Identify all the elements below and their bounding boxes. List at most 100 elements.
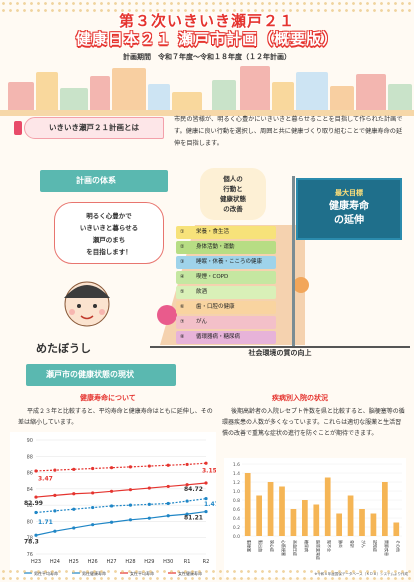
data-point [204, 461, 208, 465]
dot-border-top [0, 0, 414, 14]
core-box: 個人の 行動と 健康状態 の改善 [200, 168, 266, 220]
plan-item-number: ⑧ [180, 334, 185, 340]
gap-label: 3.47 [38, 476, 53, 483]
data-point [185, 512, 189, 516]
plan-item: ④ 喫煙・COPD [176, 271, 276, 284]
plan-item-label: 睡眠・休養・こころの健康 [196, 259, 263, 265]
title-line2: 健康日本２１ 瀬戸市計画（概要版） [75, 30, 339, 48]
x-tick-label: 認知症 [372, 540, 378, 552]
x-tick-label: H27 [106, 559, 116, 565]
bar [393, 522, 400, 536]
data-point [185, 462, 189, 467]
plan-item-number: ① [180, 229, 185, 235]
data-point [34, 533, 38, 537]
gap-label: 1.71 [38, 519, 53, 526]
x-tick-label: 脳梗塞 [247, 540, 253, 552]
dot-border-bottom [0, 568, 414, 582]
data-point [166, 463, 170, 467]
data-point [53, 493, 57, 497]
flag-pole [292, 176, 295, 346]
x-tick-label: H26 [88, 559, 98, 565]
data-point [204, 497, 208, 501]
base-label: 社会環境の質の向上 [248, 349, 312, 357]
data-point [72, 492, 76, 496]
x-tick-label: 心筋梗塞 [281, 540, 287, 556]
data-point [166, 514, 170, 518]
plan-item-label: 身体活動・運動 [196, 244, 235, 250]
y-tick-label: 0.8 [233, 498, 240, 504]
x-tick-label: 関節疾患 [384, 540, 390, 556]
disease-title: 疾病別入院の状況 [272, 394, 328, 402]
speech-bubble: 明るく心豊かで いきいきと暮らせる 瀬戸のまち を目指します！ [54, 202, 164, 264]
plan-item-label: 飲酒 [196, 289, 208, 295]
bar [290, 509, 297, 536]
x-tick-label: その他 [395, 540, 401, 552]
x-tick-label: がん [361, 540, 367, 548]
x-tick-label: R2 [203, 559, 210, 565]
y-tick-label: 0.2 [233, 525, 240, 531]
bar [244, 473, 251, 536]
data-point [34, 469, 38, 473]
plan-item: ⑤ 飲酒 [176, 286, 276, 299]
label-marker [14, 121, 22, 135]
bar [256, 495, 262, 536]
plan-item: ② 身体活動・運動 [176, 241, 276, 254]
data-point [128, 465, 133, 469]
y-tick-label: 86 [27, 471, 33, 477]
data-point [185, 499, 189, 503]
plan-item-label: がん [196, 319, 208, 325]
x-tick-label: 肺炎 [338, 540, 344, 548]
x-tick-label: H25 [69, 559, 79, 565]
title-line1: 第３次いきいき瀬戸２１ [118, 12, 295, 30]
plan-item-label: 栄養・食生活 [196, 229, 230, 235]
plan-item: ⑧ 循環器病・糖尿病 [176, 331, 276, 344]
value-label: 82.99 [24, 500, 43, 507]
y-tick-label: 0.6 [233, 507, 240, 513]
data-point [166, 501, 170, 506]
gap-label: 3.15 [202, 468, 216, 475]
data-point [109, 489, 114, 493]
goal-small-label: 最大目標 [335, 189, 363, 197]
y-tick-label: 76 [27, 552, 33, 558]
data-point [166, 484, 170, 489]
data-point [53, 468, 57, 472]
y-tick-label: 88 [27, 454, 33, 460]
data-point [34, 510, 38, 515]
data-point [91, 505, 95, 510]
y-tick-label: 84 [27, 487, 33, 493]
cityscape-illustration [0, 64, 414, 112]
bar [302, 500, 308, 536]
mascot-name: めたぼうし [36, 342, 91, 355]
plan-item-number: ⑤ [180, 289, 185, 295]
x-tick-label: H24 [50, 559, 60, 565]
life-expectancy-chart: 76 78 80 82 84 86 88 90 H23 H24 H25 H26 H27 H28 H29 H30… [10, 432, 216, 580]
intro-text: 市民の皆様が、明るく心豊かにいきいきと暮らせることを目指して作られた計画です。健… [174, 116, 403, 147]
plan-diagram [157, 225, 309, 345]
data-point [147, 516, 151, 520]
mascot-illustration [64, 281, 110, 327]
x-tick-label: H23 [31, 559, 41, 565]
y-tick-label: 1.6 [233, 462, 240, 468]
x-tick-label: 高血圧症 [292, 540, 298, 556]
data-point [185, 483, 189, 487]
x-tick-label: H29 [144, 559, 154, 565]
plan-item-list: ① 栄養・食生活 ② 身体活動・運動 ③ 睡眠・休養・こころの健康 ④ 喫煙・COPD ⑤ 飲酒 ⑥… [176, 226, 276, 346]
x-tick-label: 腎不全 [327, 540, 333, 552]
y-tick-label: 1.0 [233, 489, 240, 495]
data-point [128, 503, 133, 507]
plan-item-label: 喫煙・COPD [196, 274, 229, 280]
data-point [147, 464, 151, 468]
data-point [72, 507, 76, 511]
data-point [109, 520, 114, 524]
ground-strip [0, 110, 414, 116]
data-point [53, 509, 57, 513]
data-point [128, 518, 133, 522]
x-tick-label: 狭心症 [270, 540, 276, 552]
data-point [34, 495, 38, 499]
data-point [128, 488, 133, 492]
y-tick-label: 80 [27, 519, 33, 525]
bar [267, 482, 274, 536]
series-line [35, 510, 207, 536]
x-tick-label: 脳出血 [258, 540, 264, 552]
x-tick-label: 脂質異常症 [315, 540, 321, 560]
